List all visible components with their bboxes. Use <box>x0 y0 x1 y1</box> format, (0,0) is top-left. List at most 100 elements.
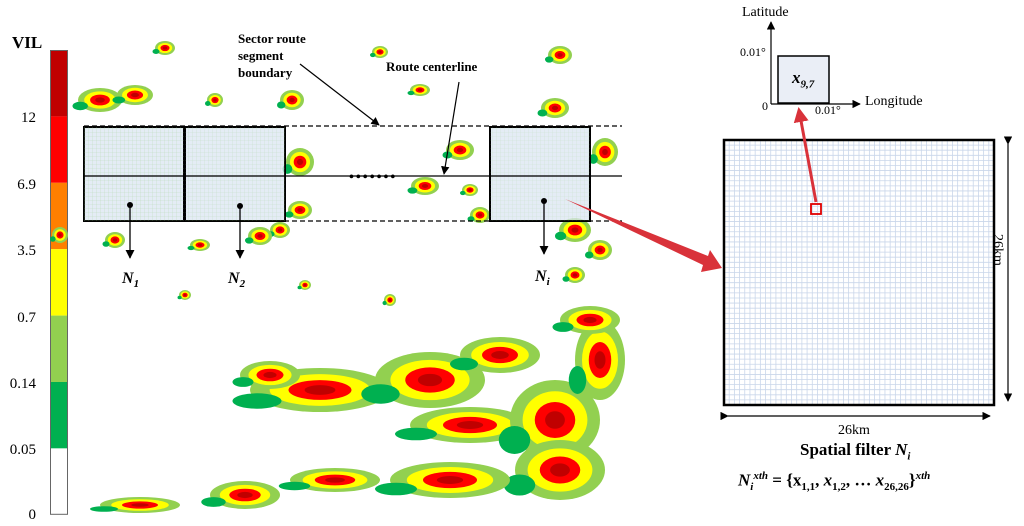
filter-label-n2: N2 <box>228 270 246 291</box>
precipitation-cell <box>491 351 509 359</box>
precipitation-edge <box>375 482 417 496</box>
longitude-label: Longitude <box>865 94 923 109</box>
cell-x97 <box>777 55 830 104</box>
precipitation-cell <box>597 247 603 253</box>
precipitation-cell <box>197 243 203 247</box>
centerline-pointer-arrow <box>441 81 460 175</box>
precipitation-edge <box>278 481 311 491</box>
selected-cell-marker <box>810 203 822 215</box>
precipitation-edge <box>552 322 574 332</box>
lon-step-label: 0.01° <box>815 103 841 117</box>
precipitation-cell <box>456 421 484 429</box>
precipitation-edge <box>503 474 536 496</box>
precipitation-cell <box>388 298 392 302</box>
precipitation-cell <box>468 188 472 192</box>
precipitation-cell <box>557 53 563 57</box>
colorbar-segment <box>50 116 68 183</box>
big-red-arrow <box>565 199 722 272</box>
precipitation-edge <box>232 377 254 387</box>
precipitation-edge <box>277 101 286 109</box>
precipitation-edge <box>245 237 254 244</box>
precipitation-cell <box>289 97 295 103</box>
colorbar-outline <box>50 50 68 515</box>
precipitation-edge <box>588 154 598 164</box>
precipitation-cell <box>545 411 565 429</box>
filter-box-ni <box>489 126 591 222</box>
ellipsis-dots: ••••••• <box>349 170 398 185</box>
precipitation-cell <box>237 491 253 499</box>
precipitation-cell <box>131 92 139 98</box>
cell-label: x9,7 <box>792 68 815 91</box>
width-label: 26km <box>838 423 870 438</box>
precipitation-edge <box>177 295 182 300</box>
colorbar-segment <box>50 315 68 382</box>
origin-label: 0 <box>762 99 768 113</box>
filter-grid-border <box>722 138 996 407</box>
precipitation-edge <box>537 109 548 117</box>
precipitation-cell <box>477 213 483 217</box>
precipitation-edge <box>102 241 110 247</box>
precipitation-cell <box>303 283 307 287</box>
precipitation-cell <box>456 147 464 153</box>
precipitation-cell <box>325 477 345 483</box>
precipitation-edge <box>370 52 376 58</box>
precipitation-edge <box>297 285 302 290</box>
precipitation-edge <box>545 56 554 63</box>
precipitation-edge <box>585 251 594 259</box>
precipitation-cell <box>571 227 579 233</box>
precipitation-edge <box>498 426 531 454</box>
precipitation-edge <box>382 300 387 306</box>
colorbar-segment <box>50 50 68 117</box>
precipitation-cell <box>277 228 283 232</box>
precipitation-cell <box>378 50 382 54</box>
colorbar-title: VIL <box>12 33 43 52</box>
precipitation-cell <box>297 208 303 212</box>
colorbar-tick-2: 3.5 <box>17 243 36 259</box>
colorbar-segment <box>50 382 68 449</box>
height-label: 26km <box>990 234 1005 266</box>
cell-zoom-arrow <box>793 107 818 203</box>
precipitation-cell <box>551 105 559 111</box>
precipitation-edge <box>72 101 88 111</box>
sector-boundary-label-2: segment <box>238 48 284 63</box>
precipitation-edge <box>50 236 56 242</box>
precipitation-edge <box>395 427 437 441</box>
precipitation-cell <box>183 293 187 297</box>
latitude-label: Latitude <box>742 5 789 20</box>
spatial-filter-formula: Nixth = {x1,1, x1,2, … x26,26}xth <box>738 470 931 494</box>
lat-step-label: 0.01° <box>740 45 766 59</box>
precipitation-cell <box>257 234 263 238</box>
colorbar-tick-3: 0.7 <box>17 310 36 326</box>
precipitation-edge <box>407 90 415 96</box>
colorbar-tick-1: 6.9 <box>17 177 36 193</box>
filter-box-n2 <box>184 126 286 222</box>
precipitation-cell <box>583 316 597 324</box>
precipitation-cell <box>58 233 62 237</box>
precipitation-edge <box>407 187 418 194</box>
filter-grid <box>724 140 994 405</box>
precipitation-cell <box>304 385 336 395</box>
colorbar-tick-5: 0.05 <box>9 442 36 458</box>
precipitation-edge <box>285 211 294 218</box>
precipitation-edge <box>450 357 478 371</box>
precipitation-edge <box>562 276 570 282</box>
precipitation-edge <box>232 393 282 409</box>
sector-boundary-label-1: Sector route <box>238 31 306 46</box>
precipitation-cell <box>263 371 277 379</box>
colorbar-tick-6: 0 <box>28 507 37 523</box>
precipitation-cell <box>131 503 149 507</box>
precipitation-cell <box>296 158 304 166</box>
precipitation-edge <box>460 190 466 196</box>
filter-box-n1 <box>83 126 185 222</box>
precipitation-edge <box>152 49 160 54</box>
precipitation-cell <box>213 98 217 102</box>
colorbar-segment <box>50 448 68 515</box>
colorbar-segment <box>50 249 68 316</box>
sector-boundary-label-3: boundary <box>238 65 293 80</box>
precipitation-edge <box>361 384 400 404</box>
precipitation-cell <box>162 46 168 50</box>
boundary-pointer-arrow <box>299 63 380 126</box>
precipitation-cell <box>112 238 118 242</box>
route-centerline-label: Route centerline <box>386 59 478 74</box>
filter-label-ni: Ni <box>535 268 550 289</box>
